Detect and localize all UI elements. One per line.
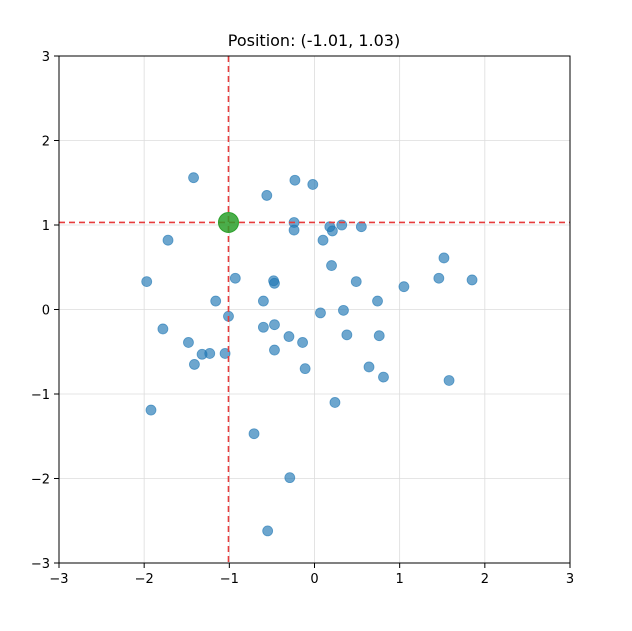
data-point [283,331,295,342]
data-point [257,321,269,333]
data-point [315,307,326,319]
data-point [288,224,300,236]
data-point [257,295,269,307]
data-point [329,397,341,408]
data-point [326,260,337,271]
data-point [378,371,389,383]
data-point [188,172,199,184]
position-marker [217,211,239,233]
x-tick-label: 3 [566,572,574,587]
x-tick-label: 1 [396,572,404,587]
data-point [373,330,385,342]
data-point [141,276,153,288]
data-point [248,428,260,440]
data-point [297,337,308,348]
data-point [338,304,349,316]
x-tick-label: −2 [135,572,154,587]
data-point [229,272,241,284]
data-point [162,234,174,246]
y-tick-label: 1 [42,219,50,234]
data-point [145,404,157,416]
data-point [433,272,445,284]
y-tick-label: 0 [42,304,50,319]
points-layer [141,172,478,537]
data-point [317,234,329,246]
data-point [261,190,273,201]
data-point [204,348,216,359]
y-tick-label: −1 [31,388,50,403]
marker-layer [217,211,239,233]
y-tick-label: 2 [42,135,50,150]
data-point [443,375,455,386]
y-tick-label: 3 [42,50,50,65]
data-point [262,525,274,537]
data-point [350,276,362,288]
y-tick-label: −2 [31,473,50,488]
data-point [219,348,231,359]
x-tick-label: 2 [481,572,489,587]
data-point [183,337,194,348]
data-point [466,274,478,286]
crosshair-layer [59,56,570,563]
data-point [189,359,200,370]
data-point [372,295,383,307]
ticks-layer: −3 −2 −1 0 1 2 3 −3 −2 −1 0 1 2 3 [31,50,574,587]
data-point [307,179,319,190]
data-point [269,344,280,356]
data-point [398,281,410,293]
data-point [269,277,280,289]
data-point [363,361,375,373]
data-point [284,472,296,484]
x-tick-label: −1 [220,572,239,587]
y-tick-label: −3 [31,557,50,572]
data-point [157,323,169,335]
data-point [438,252,450,264]
data-point [289,174,301,186]
chart-title: Position: (-1.01, 1.03) [228,31,400,50]
data-point [326,225,338,237]
data-point [269,319,280,331]
data-point [210,295,222,307]
data-point [341,329,353,341]
x-tick-label: −3 [49,572,68,587]
x-tick-label: 0 [310,572,318,587]
data-point [299,363,311,375]
data-point [336,219,348,231]
